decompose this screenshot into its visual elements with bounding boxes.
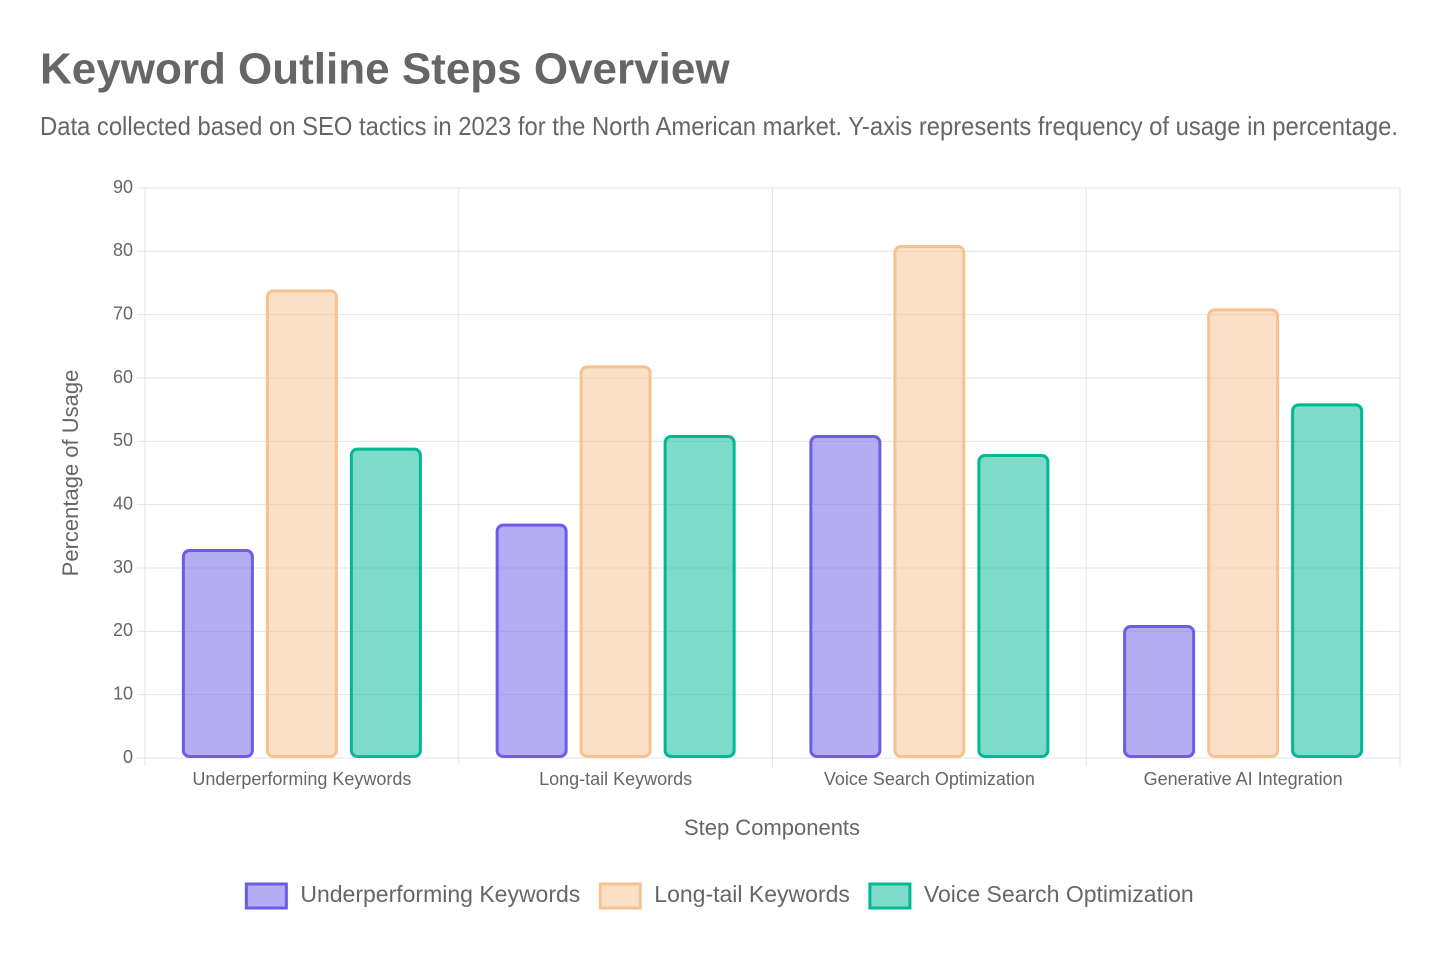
legend-label: Underperforming Keywords bbox=[300, 881, 580, 907]
bar bbox=[349, 447, 422, 758]
y-tick-label: 80 bbox=[113, 240, 133, 260]
y-tick-label: 70 bbox=[113, 303, 133, 323]
x-tick-label: Long-tail Keywords bbox=[539, 769, 692, 789]
y-tick-label: 90 bbox=[113, 177, 133, 197]
y-axis-title: Percentage of Usage bbox=[58, 370, 83, 577]
legend-item: Voice Search Optimization bbox=[868, 881, 1194, 910]
bar bbox=[809, 435, 882, 758]
y-tick-label: 0 bbox=[123, 747, 133, 767]
bar bbox=[977, 454, 1050, 758]
y-tick-label: 10 bbox=[113, 683, 133, 703]
bar bbox=[1123, 625, 1196, 758]
legend-swatch bbox=[868, 882, 912, 910]
bar bbox=[495, 523, 568, 759]
bar bbox=[663, 435, 736, 758]
legend-swatch bbox=[598, 882, 642, 910]
legend: Underperforming Keywords Long-tail Keywor… bbox=[244, 881, 1194, 910]
bar bbox=[893, 245, 966, 758]
bar bbox=[181, 549, 254, 758]
chart-title: Keyword Outline Steps Overview bbox=[40, 45, 730, 94]
chart-subtitle: Data collected based on SEO tactics in 2… bbox=[40, 111, 1398, 141]
x-axis-title: Step Components bbox=[684, 815, 860, 840]
y-tick-label: 50 bbox=[113, 430, 133, 450]
y-tick-label: 60 bbox=[113, 367, 133, 387]
x-tick-label: Voice Search Optimization bbox=[824, 769, 1035, 789]
x-tick-label: Underperforming Keywords bbox=[192, 769, 411, 789]
legend-swatch bbox=[244, 882, 288, 910]
legend-item: Underperforming Keywords bbox=[244, 881, 580, 910]
bar bbox=[1207, 308, 1280, 758]
legend-item: Long-tail Keywords bbox=[598, 881, 850, 910]
bar bbox=[265, 289, 338, 758]
legend-label: Voice Search Optimization bbox=[924, 881, 1194, 907]
bar bbox=[579, 365, 652, 758]
x-tick-label: Generative AI Integration bbox=[1144, 769, 1343, 789]
bar bbox=[1291, 403, 1364, 758]
y-tick-label: 20 bbox=[113, 620, 133, 640]
y-tick-label: 40 bbox=[113, 493, 133, 513]
legend-label: Long-tail Keywords bbox=[654, 881, 850, 907]
y-tick-label: 30 bbox=[113, 557, 133, 577]
